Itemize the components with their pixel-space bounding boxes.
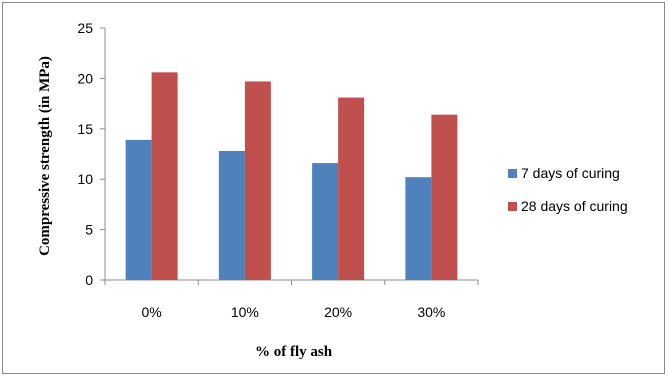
legend-swatch [508,169,517,178]
bar-28-days-30pct [431,114,458,280]
bar-7-days-10pct [218,150,245,280]
bar-28-days-10pct [244,81,271,280]
x-tick-label: 0% [142,304,162,320]
x-axis-title: % of fly ash [255,344,333,360]
bar-7-days-0pct [125,139,152,280]
legend: 7 days of curing 28 days of curing [508,165,628,214]
y-tick-label: 5 [85,222,93,238]
x-tick-label: 30% [417,304,445,320]
bar-7-days-20pct [312,163,339,280]
y-tick-label: 15 [77,121,93,137]
bar-28-days-20pct [338,97,365,280]
y-tick-label: 0 [85,272,93,288]
y-axis-title: Compressive strength (in MPa) [37,56,53,256]
legend-swatch [508,202,517,211]
legend-label: 28 days of curing [521,198,628,214]
y-axis-ticks: 0 5 10 15 20 25 [77,20,105,288]
bar-7-days-30pct [405,177,432,280]
y-tick-label: 20 [77,70,93,86]
y-tick-label: 10 [77,171,93,187]
x-tick-label: 10% [231,304,259,320]
legend-label: 7 days of curing [521,165,620,181]
x-axis-ticks: 0% 10% 20% 30% [104,280,479,320]
bar-28-days-0pct [151,72,178,281]
x-tick-label: 20% [324,304,352,320]
bars [125,72,458,281]
y-tick-label: 25 [77,20,93,36]
